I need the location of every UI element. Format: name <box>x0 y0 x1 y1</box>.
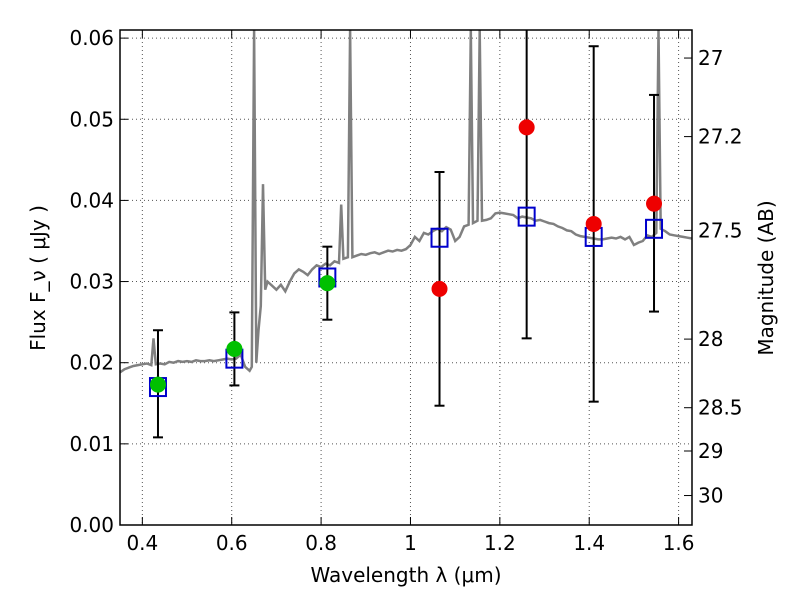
plot-frame <box>119 29 693 526</box>
right-axis-tick-labels: 27 27.2 27.5 28 28.5 29 30 <box>698 46 743 507</box>
x-axis-tick-labels: 0.4 0.6 0.8 1 1.2 1.4 1.6 <box>126 531 694 555</box>
y-axis-label: Flux F_ν ( μJy ) <box>26 205 50 351</box>
x-axis-label: Wavelength λ (μm) <box>310 563 501 587</box>
y-tick-label: 0.02 <box>69 351 114 375</box>
right-tick-label: 27.2 <box>698 125 743 149</box>
right-axis-label: Magnitude (AB) <box>754 200 778 355</box>
y-tick-label: 0.00 <box>69 513 114 537</box>
x-tick-label: 1.2 <box>484 531 516 555</box>
x-tick-label: 0.4 <box>126 531 158 555</box>
observed-point <box>585 215 602 232</box>
observed-point <box>431 280 448 297</box>
x-tick-label: 0.6 <box>216 531 248 555</box>
y-tick-label: 0.03 <box>69 270 114 294</box>
plot-area <box>119 29 693 439</box>
x-tick-label: 1.6 <box>663 531 695 555</box>
spectrum-line <box>119 29 693 374</box>
y-tick-label: 0.05 <box>69 107 114 131</box>
model-square <box>430 227 449 248</box>
model-square <box>645 218 664 239</box>
x-tick-label: 1.4 <box>573 531 605 555</box>
y-axis-tick-labels: 0.00 0.01 0.02 0.03 0.04 0.05 0.06 <box>69 26 114 537</box>
model-squares <box>148 206 664 398</box>
right-tick-label: 28.5 <box>698 396 743 420</box>
error-bars <box>152 30 660 439</box>
axis-ticks <box>120 30 692 526</box>
observed-point <box>646 195 663 212</box>
observed-point <box>518 119 535 136</box>
x-tick-label: 0.8 <box>305 531 337 555</box>
right-tick-label: 29 <box>698 439 723 463</box>
right-tick-label: 30 <box>698 484 723 508</box>
model-square <box>517 206 536 227</box>
grid <box>120 30 692 526</box>
observed-points <box>149 119 663 393</box>
x-tick-label: 1 <box>404 531 417 555</box>
observed-point <box>149 376 166 393</box>
y-tick-label: 0.06 <box>69 26 114 50</box>
observed-point <box>319 275 336 292</box>
y-tick-label: 0.04 <box>69 188 114 212</box>
right-tick-label: 27 <box>698 46 723 70</box>
right-tick-label: 28 <box>698 327 723 351</box>
observed-point <box>226 340 243 357</box>
y-tick-label: 0.01 <box>69 432 114 456</box>
right-tick-label: 27.5 <box>698 218 743 242</box>
